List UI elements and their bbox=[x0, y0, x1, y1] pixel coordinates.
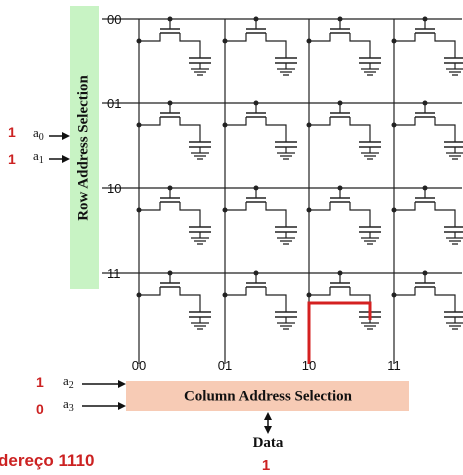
row-selector-box bbox=[70, 6, 99, 289]
drain-lead bbox=[179, 117, 201, 142]
source-lead bbox=[225, 202, 247, 211]
drain-lead bbox=[434, 33, 456, 58]
bit-line-junction bbox=[391, 292, 397, 298]
bit-line-junction bbox=[391, 207, 397, 213]
drain-lead bbox=[434, 117, 456, 142]
input-bit-value: 1 bbox=[8, 124, 16, 140]
row-address-labels: 00 01 10 11 bbox=[107, 12, 121, 281]
bit-line-junction bbox=[306, 38, 312, 44]
bit-line-junction bbox=[136, 207, 142, 213]
row-address-label: 10 bbox=[107, 181, 121, 196]
bit-line-junction bbox=[222, 292, 228, 298]
drain-lead bbox=[349, 33, 371, 58]
source-lead bbox=[139, 117, 161, 126]
drain-lead bbox=[349, 287, 371, 312]
input-bit-value: 1 bbox=[8, 151, 16, 167]
column-address-label: 01 bbox=[218, 358, 232, 373]
bit-line-junction bbox=[391, 122, 397, 128]
row-address-label: 11 bbox=[107, 266, 121, 281]
bit-line-junction bbox=[222, 122, 228, 128]
drain-lead bbox=[179, 287, 201, 312]
drain-lead bbox=[265, 287, 287, 312]
arrow-right-icon bbox=[49, 155, 70, 163]
address-input-label: a1 bbox=[33, 148, 44, 166]
bit-line-junction bbox=[222, 207, 228, 213]
drain-lead bbox=[265, 33, 287, 58]
address-input-label: a2 bbox=[63, 373, 74, 391]
address-input-label: a3 bbox=[63, 396, 74, 414]
bit-line-junction bbox=[306, 292, 312, 298]
source-lead bbox=[394, 33, 416, 42]
column-address-labels: 00 01 10 11 bbox=[132, 358, 401, 373]
drain-lead bbox=[349, 117, 371, 142]
source-lead bbox=[225, 287, 247, 296]
data-label: Data bbox=[253, 435, 284, 451]
cell-grid bbox=[102, 16, 463, 364]
source-lead bbox=[139, 33, 161, 42]
row-selector-label: Row Address Selection bbox=[75, 75, 91, 221]
drain-lead bbox=[179, 202, 201, 227]
bit-line-junction bbox=[136, 38, 142, 44]
drain-lead bbox=[265, 202, 287, 227]
bit-line-junction bbox=[306, 122, 312, 128]
drain-lead bbox=[434, 287, 456, 312]
drain-lead bbox=[434, 202, 456, 227]
source-lead bbox=[309, 202, 331, 211]
column-address-inputs: 1 a2 0 a3 bbox=[36, 373, 126, 417]
source-lead bbox=[309, 33, 331, 42]
source-lead bbox=[225, 117, 247, 126]
source-lead bbox=[309, 117, 331, 126]
source-lead bbox=[139, 287, 161, 296]
bit-line-junction bbox=[222, 38, 228, 44]
column-selector-box bbox=[126, 381, 409, 411]
arrow-right-icon bbox=[82, 402, 126, 410]
selected-cell-highlight bbox=[307, 301, 372, 364]
source-lead bbox=[139, 202, 161, 211]
row-address-label: 01 bbox=[107, 96, 121, 111]
arrow-right-icon bbox=[49, 132, 70, 140]
bit-line-junction bbox=[306, 207, 312, 213]
drain-lead bbox=[179, 33, 201, 58]
source-lead bbox=[309, 287, 331, 296]
row-address-inputs: 1 a0 1 a1 bbox=[8, 124, 70, 167]
source-lead bbox=[394, 287, 416, 296]
selected-path bbox=[307, 301, 372, 364]
column-selector-label: Column Address Selection bbox=[184, 388, 353, 404]
data-port: Data 1 bbox=[253, 412, 284, 474]
column-address-label: 00 bbox=[132, 358, 146, 373]
bit-line-junction bbox=[136, 292, 142, 298]
address-caption: dereço 1110 bbox=[0, 451, 94, 470]
column-address-selection: Column Address Selection bbox=[126, 381, 409, 411]
arrow-right-icon bbox=[82, 380, 126, 388]
address-input-label: a0 bbox=[33, 125, 44, 143]
row-address-label: 00 bbox=[107, 12, 121, 27]
bit-line-junction bbox=[391, 38, 397, 44]
source-lead bbox=[394, 202, 416, 211]
source-lead bbox=[394, 117, 416, 126]
double-arrow-icon bbox=[264, 412, 272, 434]
data-bit-value: 1 bbox=[262, 457, 270, 474]
drain-lead bbox=[349, 202, 371, 227]
input-bit-value: 0 bbox=[36, 401, 44, 417]
column-address-label: 10 bbox=[302, 358, 316, 373]
column-address-label: 11 bbox=[387, 358, 401, 373]
input-bit-value: 1 bbox=[36, 374, 44, 390]
bit-line-junction bbox=[136, 122, 142, 128]
row-address-selection: Row Address Selection bbox=[70, 6, 99, 289]
source-lead bbox=[225, 33, 247, 42]
drain-lead bbox=[265, 117, 287, 142]
